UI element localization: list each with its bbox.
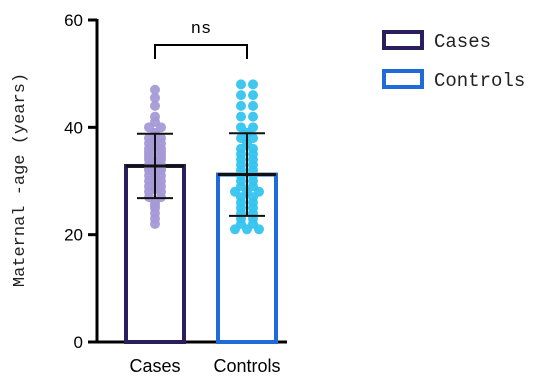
legend: Cases Controls bbox=[382, 30, 525, 92]
y-tick-label: 20 bbox=[64, 226, 83, 245]
data-point bbox=[236, 90, 246, 101]
data-point bbox=[150, 92, 160, 103]
data-point bbox=[236, 79, 246, 90]
data-point bbox=[150, 100, 160, 111]
data-point bbox=[236, 100, 246, 111]
y-tick-label: 0 bbox=[74, 333, 83, 352]
data-point bbox=[242, 224, 252, 235]
data-point bbox=[248, 111, 258, 122]
data-point bbox=[248, 100, 258, 111]
data-point bbox=[150, 84, 160, 95]
data-point bbox=[248, 90, 258, 101]
data-point bbox=[254, 224, 264, 235]
data-point bbox=[248, 79, 258, 90]
y-tick-label: 60 bbox=[64, 11, 83, 30]
legend-swatch-cases bbox=[382, 30, 424, 50]
x-tick-label-controls: Controls bbox=[213, 356, 280, 376]
legend-label-cases: Cases bbox=[434, 31, 491, 53]
data-point bbox=[230, 224, 240, 235]
legend-label-controls: Controls bbox=[434, 70, 525, 92]
y-tick-label: 40 bbox=[64, 118, 83, 137]
data-point bbox=[236, 111, 246, 122]
significance-label: ns bbox=[191, 20, 211, 39]
significance-bracket bbox=[154, 44, 248, 59]
plot-area: 0 20 40 60 Cases Controls ns bbox=[64, 11, 287, 376]
y-axis-label: Maternal -age (years) bbox=[11, 73, 30, 287]
x-tick-label-cases: Cases bbox=[129, 356, 180, 376]
legend-swatch-controls bbox=[382, 69, 424, 89]
data-point bbox=[150, 218, 160, 229]
